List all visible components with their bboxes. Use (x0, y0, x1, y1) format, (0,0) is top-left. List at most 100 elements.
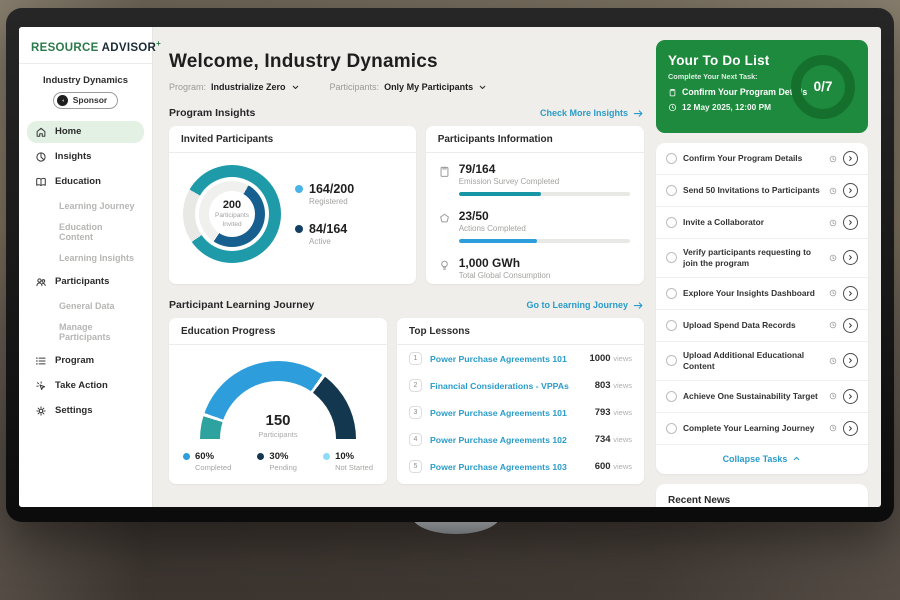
clock-icon (829, 424, 837, 432)
participants-filter-value: Only My Participants (384, 82, 474, 92)
todo-item[interactable]: Upload Spend Data Records (656, 310, 868, 342)
education-icon (36, 177, 46, 186)
sidebar-item-home[interactable]: Home (27, 120, 144, 143)
legend-active: 84/164 Active (295, 222, 354, 246)
task-checkbox[interactable] (666, 319, 677, 331)
todo-title: Your To Do List (668, 53, 770, 68)
stat-label: Emission Survey Completed (458, 177, 560, 186)
sidebar-item-participants[interactable]: Participants (27, 271, 144, 293)
sidebar-item-label: Learning Journey (59, 200, 135, 211)
task-checkbox[interactable] (666, 287, 677, 299)
task-open-button[interactable] (843, 151, 858, 166)
link-label: Check More Insights (539, 108, 628, 118)
lesson-row[interactable]: 1 Power Purchase Agreements 101 1000 vie… (397, 345, 644, 372)
todo-item[interactable]: Verify participants requesting to join t… (656, 239, 868, 278)
task-doc-icon (669, 88, 676, 96)
todo-item[interactable]: Confirm Your Program Details (656, 143, 868, 175)
todo-item[interactable]: Complete Your Learning Journey (656, 413, 868, 445)
stat-label: Total Global Consumption (458, 271, 551, 280)
todo-next-task: Confirm Your Program Details (682, 87, 808, 97)
task-open-button[interactable] (843, 317, 858, 333)
todo-progress-value: 0/7 (813, 79, 833, 94)
lesson-views-word: views (613, 408, 632, 417)
lesson-link[interactable]: Power Purchase Agreements 102 (430, 434, 567, 445)
lesson-row[interactable]: 2 Financial Considerations - VPPAs 803 v… (397, 372, 644, 399)
sidebar-item-general-data[interactable]: General Data (27, 296, 144, 316)
legend-dot (295, 225, 303, 233)
sponsor-badge[interactable]: Sponsor (52, 91, 119, 109)
legend-value: 60% (195, 451, 215, 462)
task-open-button[interactable] (843, 353, 858, 369)
task-checkbox[interactable] (666, 153, 677, 164)
todo-item[interactable]: Invite a Collaborator (656, 207, 868, 239)
legend-pending: 30% Pending (257, 451, 297, 472)
task-checkbox[interactable] (666, 217, 677, 228)
logo-plus: + (156, 39, 162, 48)
task-open-button[interactable] (843, 250, 858, 266)
link-label: Go to Learning Journey (526, 300, 628, 310)
sidebar-item-learning-journey[interactable]: Learning Journey (27, 196, 144, 216)
clock-icon (829, 219, 837, 227)
sidebar-item-label: Settings (55, 405, 93, 417)
task-open-button[interactable] (843, 420, 858, 436)
task-open-button[interactable] (843, 285, 858, 301)
recent-news-card: Recent News (656, 483, 868, 507)
sidebar-item-manage-participants[interactable]: Manage Participants (27, 317, 144, 347)
task-open-button[interactable] (843, 388, 858, 404)
todo-item[interactable]: Achieve One Sustainability Target (656, 381, 868, 413)
lesson-link[interactable]: Power Purchase Agreements 101 (430, 407, 567, 418)
arrow-right-icon (633, 301, 643, 309)
sidebar-item-settings[interactable]: Settings (27, 400, 144, 422)
collapse-tasks-link[interactable]: Collapse Tasks (656, 445, 868, 474)
clock-icon (829, 155, 837, 163)
donut-center-value: 200 (222, 199, 242, 212)
task-checkbox[interactable] (666, 422, 677, 434)
program-filter-value: Industrialize Zero (211, 82, 286, 92)
check-more-insights-link[interactable]: Check More Insights (540, 108, 644, 118)
task-open-button[interactable] (843, 215, 858, 230)
task-label: Upload Additional Educational Content (683, 349, 805, 371)
lesson-link[interactable]: Power Purchase Agreements 101 (430, 353, 567, 364)
gear-icon (36, 406, 46, 416)
sidebar-item-program[interactable]: Program (27, 350, 144, 372)
legend-label: Completed (195, 463, 232, 472)
task-checkbox[interactable] (666, 355, 677, 367)
program-filter-dropdown[interactable]: Program: Industrialize Zero (169, 82, 300, 92)
lesson-views-word: views (613, 354, 632, 363)
lesson-row[interactable]: 3 Power Purchase Agreements 101 793 view… (397, 399, 644, 426)
lesson-rank: 5 (409, 460, 422, 473)
todo-list-card: Confirm Your Program Details Send 50 Inv… (656, 143, 868, 474)
card-title: Education Progress (169, 318, 387, 345)
chevron-down-icon (292, 85, 298, 89)
task-checkbox[interactable] (666, 185, 677, 196)
sidebar-item-education[interactable]: Education (27, 171, 144, 193)
lesson-row[interactable]: 4 Power Purchase Agreements 102 734 view… (397, 426, 644, 453)
sidebar-item-label: Education Content (59, 221, 103, 242)
todo-item[interactable]: Explore Your Insights Dashboard (656, 278, 868, 310)
lesson-rank: 2 (409, 379, 422, 392)
active-label: Active (309, 237, 331, 246)
main-area: Welcome, Industry Dynamics Program: Indu… (153, 27, 881, 507)
legend-completed: 60% Completed (183, 451, 231, 472)
lesson-link[interactable]: Power Purchase Agreements 103 (430, 461, 567, 472)
go-to-learning-journey-link[interactable]: Go to Learning Journey (526, 300, 644, 310)
sidebar-item-insights[interactable]: Insights (27, 146, 144, 168)
org-name: Industry Dynamics (43, 74, 128, 86)
legend-dot (257, 453, 265, 460)
sidebar-item-take-action[interactable]: Take Action (27, 375, 144, 397)
lesson-views-count: 734 (594, 434, 611, 445)
sidebar-item-education-content[interactable]: Education Content (27, 217, 144, 247)
lesson-row[interactable]: 5 Power Purchase Agreements 103 600 view… (397, 453, 644, 480)
todo-item[interactable]: Send 50 Invitations to Participants (656, 175, 868, 207)
lesson-link[interactable]: Financial Considerations - VPPAs (430, 380, 569, 391)
sidebar-item-learning-insights[interactable]: Learning Insights (27, 248, 144, 268)
stat-value: 79/164 (458, 162, 496, 176)
participants-filter-dropdown[interactable]: Participants: Only My Participants (330, 82, 488, 92)
task-label: Invite a Collaborator (683, 217, 764, 228)
todo-item[interactable]: Upload Additional Educational Content (656, 342, 868, 381)
chevron-up-icon (794, 457, 800, 461)
todo-progress-ring: 0/7 (791, 54, 855, 119)
task-checkbox[interactable] (666, 252, 677, 264)
task-checkbox[interactable] (666, 390, 677, 402)
task-open-button[interactable] (843, 183, 858, 198)
